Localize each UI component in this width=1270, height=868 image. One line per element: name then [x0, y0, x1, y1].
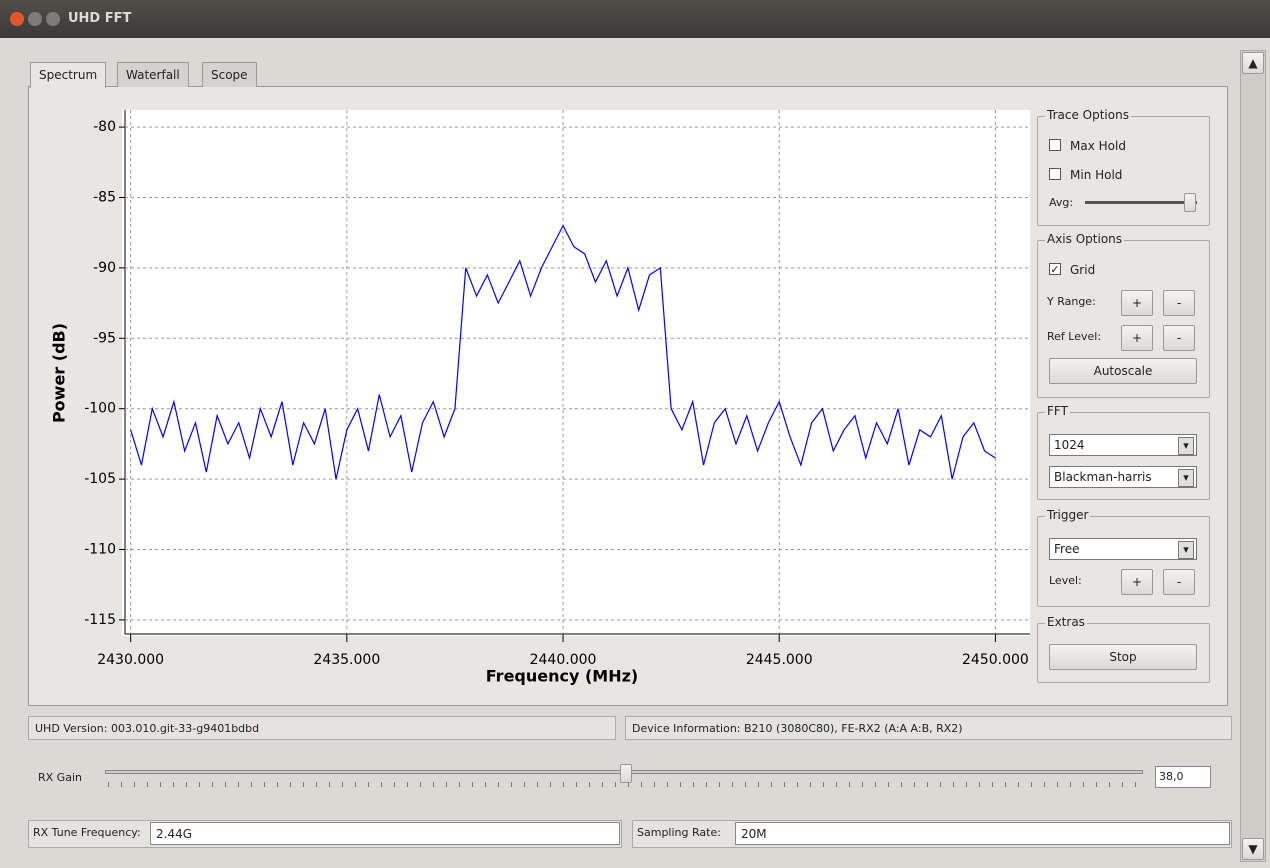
- maximize-button[interactable]: [46, 12, 60, 26]
- group-title: FFT: [1045, 404, 1070, 418]
- label: Sampling Rate:: [637, 826, 721, 839]
- button[interactable]: +: [1121, 569, 1153, 595]
- group-title: Extras: [1045, 615, 1087, 629]
- button[interactable]: Stop: [1049, 644, 1197, 670]
- slider-label: Avg:: [1049, 196, 1074, 209]
- dropdown[interactable]: 1024: [1049, 434, 1197, 456]
- label: Level:: [1049, 574, 1082, 587]
- group-title: Axis Options: [1045, 232, 1125, 246]
- scroll-up[interactable]: ▲: [1242, 52, 1264, 74]
- dropdown[interactable]: Free: [1049, 538, 1197, 560]
- checkbox-label: Grid: [1070, 263, 1096, 277]
- status-field: Device Information: B210 (3080C80), FE-R…: [625, 716, 1232, 740]
- window-title: UHD FFT: [68, 11, 132, 26]
- label: Y Range:: [1047, 295, 1096, 308]
- button[interactable]: -: [1163, 569, 1195, 595]
- button[interactable]: +: [1121, 290, 1153, 316]
- label: RX Gain: [38, 771, 82, 784]
- title-bar: UHD FFT: [0, 0, 1270, 38]
- button[interactable]: +: [1121, 325, 1153, 351]
- button[interactable]: -: [1163, 325, 1195, 351]
- text-input[interactable]: 20M: [735, 822, 1230, 845]
- checkbox[interactable]: [1049, 139, 1061, 151]
- tab[interactable]: Waterfall: [117, 62, 189, 87]
- close-button[interactable]: [10, 12, 24, 26]
- tab[interactable]: Spectrum: [30, 62, 107, 88]
- slider-handle[interactable]: [1184, 193, 1196, 212]
- button[interactable]: -: [1163, 290, 1195, 316]
- label: Ref Level:: [1047, 330, 1102, 343]
- slider-ticks: [108, 782, 1140, 787]
- group-title: Trace Options: [1045, 108, 1131, 122]
- group-title: Trigger: [1045, 508, 1091, 522]
- minimize-button[interactable]: [28, 12, 42, 26]
- checkbox-label: Max Hold: [1070, 139, 1126, 153]
- slider-handle[interactable]: [620, 764, 632, 783]
- spin-box[interactable]: 38,0: [1155, 766, 1211, 788]
- group-box: [1037, 516, 1210, 607]
- checkbox[interactable]: ✓: [1049, 263, 1061, 276]
- checkbox[interactable]: [1049, 168, 1061, 180]
- label: RX Tune Frequency:: [33, 826, 141, 839]
- checkbox-label: Min Hold: [1070, 168, 1123, 182]
- dropdown[interactable]: Blackman-harris: [1049, 466, 1197, 488]
- tab[interactable]: Scope: [202, 62, 257, 87]
- status-field: UHD Version: 003.010.git-33-g9401bdbd: [28, 716, 616, 740]
- scrollbar[interactable]: [1240, 50, 1266, 862]
- group-box: [1037, 412, 1210, 500]
- avg-slider[interactable]: [1085, 201, 1197, 204]
- scroll-down[interactable]: ▼: [1242, 838, 1264, 860]
- group-box: [1037, 623, 1210, 683]
- text-input[interactable]: 2.44G: [150, 822, 620, 845]
- button[interactable]: Autoscale: [1049, 358, 1197, 384]
